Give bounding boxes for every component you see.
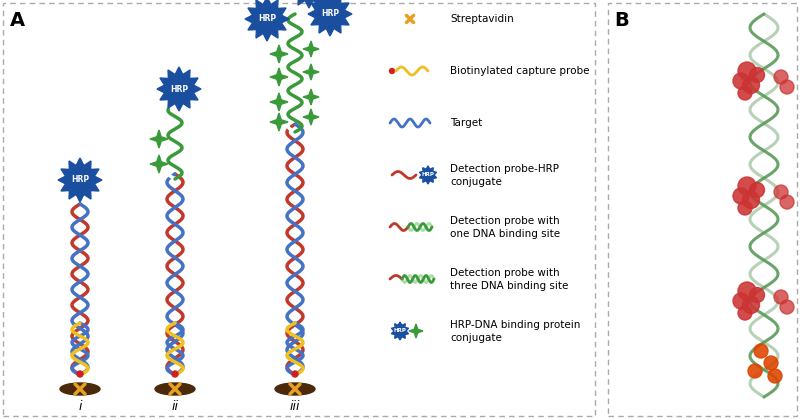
Polygon shape	[308, 0, 352, 36]
Circle shape	[742, 297, 759, 313]
Text: HRP: HRP	[394, 328, 406, 333]
Text: one DNA binding site: one DNA binding site	[450, 229, 560, 239]
Circle shape	[733, 188, 749, 204]
Ellipse shape	[155, 383, 195, 395]
Polygon shape	[419, 166, 437, 184]
Circle shape	[774, 290, 788, 304]
Circle shape	[738, 62, 756, 80]
Polygon shape	[270, 68, 288, 86]
Circle shape	[733, 293, 749, 309]
Text: iii: iii	[290, 399, 300, 412]
Text: HRP: HRP	[321, 10, 339, 18]
Text: Biotinylated capture probe: Biotinylated capture probe	[450, 66, 590, 76]
Circle shape	[738, 201, 752, 215]
Circle shape	[748, 364, 762, 378]
Text: Target: Target	[450, 118, 482, 128]
Circle shape	[292, 371, 298, 377]
Text: i: i	[78, 399, 82, 412]
Circle shape	[780, 195, 794, 209]
Circle shape	[390, 68, 394, 73]
Polygon shape	[303, 89, 319, 105]
Text: Streptavidin: Streptavidin	[450, 14, 514, 24]
Circle shape	[750, 183, 765, 197]
Polygon shape	[58, 158, 102, 202]
Text: Detection probe with: Detection probe with	[450, 216, 560, 226]
Text: HRP: HRP	[71, 176, 89, 184]
Polygon shape	[245, 0, 289, 41]
Circle shape	[774, 70, 788, 84]
Polygon shape	[270, 45, 288, 63]
Circle shape	[750, 287, 765, 303]
Text: HRP-DNA binding protein: HRP-DNA binding protein	[450, 320, 580, 330]
Polygon shape	[303, 41, 319, 57]
Circle shape	[742, 191, 759, 209]
Ellipse shape	[60, 383, 100, 395]
Circle shape	[738, 282, 756, 300]
Text: Detection probe-HRP: Detection probe-HRP	[450, 164, 559, 174]
Polygon shape	[287, 0, 331, 8]
Circle shape	[738, 86, 752, 100]
Circle shape	[754, 344, 768, 358]
Text: conjugate: conjugate	[450, 177, 502, 187]
Ellipse shape	[275, 383, 315, 395]
Circle shape	[764, 356, 778, 370]
Circle shape	[750, 67, 765, 83]
Polygon shape	[303, 109, 319, 125]
Bar	[608, 3, 797, 416]
Polygon shape	[303, 64, 319, 80]
Polygon shape	[391, 322, 409, 340]
Text: A: A	[10, 11, 25, 30]
Text: ii: ii	[171, 399, 178, 412]
Circle shape	[738, 177, 756, 195]
Text: B: B	[614, 11, 629, 30]
Circle shape	[742, 77, 759, 93]
Circle shape	[780, 300, 794, 314]
Polygon shape	[409, 324, 423, 338]
Polygon shape	[157, 67, 201, 111]
Circle shape	[172, 371, 178, 377]
Circle shape	[738, 306, 752, 320]
Polygon shape	[270, 93, 288, 111]
Circle shape	[77, 371, 83, 377]
Polygon shape	[150, 155, 168, 173]
Circle shape	[774, 185, 788, 199]
Circle shape	[733, 73, 749, 89]
Circle shape	[780, 80, 794, 94]
Bar	[3, 3, 595, 416]
Text: three DNA binding site: three DNA binding site	[450, 281, 568, 291]
Polygon shape	[270, 113, 288, 131]
Text: HRP: HRP	[258, 15, 276, 23]
Text: Detection probe with: Detection probe with	[450, 268, 560, 278]
Text: conjugate: conjugate	[450, 333, 502, 343]
Circle shape	[768, 369, 782, 383]
Text: HRP: HRP	[422, 171, 434, 176]
Text: HRP: HRP	[170, 85, 188, 93]
Polygon shape	[150, 130, 168, 148]
